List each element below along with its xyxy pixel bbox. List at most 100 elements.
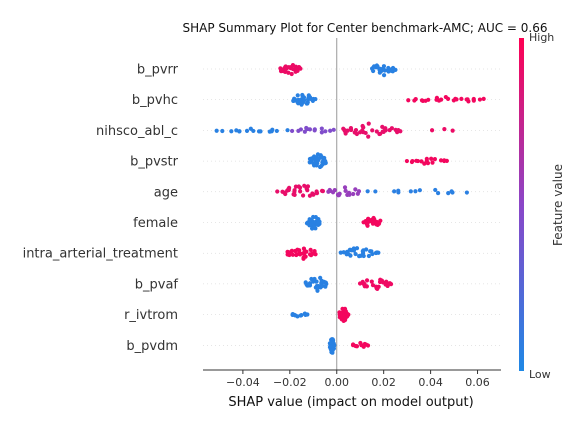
shap-point-age [351,191,356,197]
feature-label-intra_arterial_treatment: intra_arterial_treatment [23,247,178,262]
shap-point-nihsco_abl_c [377,131,382,137]
shap-point-age [435,190,441,196]
shap-point-b_pvrr [382,68,387,73]
shap-point-b_pvhc [413,97,418,102]
x-tick-label: 0.06 [465,376,490,389]
feature-label-b_pvhc: b_pvhc [132,93,178,108]
feature-label-b_pvrr: b_pvrr [137,63,179,78]
shap-point-b_pvrr [393,67,398,73]
shap-point-age [310,191,315,196]
shap-point-b_pvaf [312,276,317,282]
shap-point-nihsco_abl_c [331,127,336,132]
shap-point-nihsco_abl_c [366,134,371,139]
shap-point-nihsco_abl_c [307,127,313,132]
shap-point-b_pvstr [322,159,328,164]
shap-point-intra_arterial_treatment [304,249,309,254]
x-ticks: −0.04 −0.02 0.00 0.02 0.04 0.06 [226,370,490,389]
shap-point-b_pvhc [459,96,464,101]
shap-point-age [300,193,306,198]
shap-point-age [337,191,342,196]
shap-point-nihsco_abl_c [370,128,375,133]
shap-point-b_pvaf [324,281,329,287]
shap-point-b_pvhc [471,98,476,103]
shap-point-intra_arterial_treatment [364,247,369,252]
shap-point-b_pvhc [406,98,411,103]
shap-point-nihsco_abl_c [237,129,242,134]
shap-point-b_pvrr [295,68,300,74]
shap-point-r_ivtrom [305,312,310,317]
shap-point-age [417,188,422,193]
x-axis-label: SHAP value (impact on model output) [228,395,473,410]
feature-label-age: age [154,185,178,200]
shap-point-intra_arterial_treatment [338,250,343,255]
shap-point-nihsco_abl_c [395,130,400,135]
shap-point-nihsco_abl_c [348,125,354,131]
shap-point-age [291,192,296,197]
shap-point-b_pvrr [381,73,387,78]
shap-point-b_pvaf [364,284,369,289]
shap-point-b_pvhc [434,95,440,100]
shap-point-b_pvaf [370,283,376,288]
shap-point-age [408,189,413,194]
shap-point-age [343,188,348,193]
shap-point-b_pvhc [477,97,483,102]
shap-point-b_pvhc [445,96,451,101]
shap-point-b_pvhc [481,96,486,101]
feature-label-b_pvdm: b_pvdm [126,339,178,354]
shap-point-r_ivtrom [298,313,303,318]
shap-point-b_pvhc [454,97,459,102]
shap-point-nihsco_abl_c [353,128,359,133]
shap-point-intra_arterial_treatment [360,249,365,254]
shap-point-age [449,189,454,194]
shap-point-nihsco_abl_c [366,121,371,126]
shap-point-intra_arterial_treatment [351,246,356,251]
shap-point-female [371,215,376,221]
shap-point-nihsco_abl_c [450,128,455,133]
shap-point-nihsco_abl_c [214,128,219,133]
shap-point-age [392,189,397,194]
shap-point-b_pvhc [292,96,297,101]
shap-point-age [373,189,378,194]
shap-point-nihsco_abl_c [341,126,346,131]
shap-point-b_pvhc [419,98,425,103]
shap-point-nihsco_abl_c [285,128,290,133]
colorbar-low-label: Low [529,368,551,381]
shap-point-b_pvdm [365,343,371,348]
data-points [214,63,486,355]
shap-point-b_pvstr [314,163,319,168]
shap-point-nihsco_abl_c [363,130,368,136]
shap-point-nihsco_abl_c [251,128,256,134]
shap-point-intra_arterial_treatment [297,248,302,253]
shap-point-nihsco_abl_c [354,131,359,137]
shap-point-nihsco_abl_c [304,125,309,131]
shap-point-age [275,189,280,194]
x-tick-label: 0.00 [324,376,349,389]
x-tick-label: −0.02 [273,376,307,389]
shap-point-nihsco_abl_c [302,129,307,134]
shap-point-b_pvhc [439,97,444,102]
feature-label-b_pvstr: b_pvstr [130,155,179,170]
shap-point-b_pvstr [404,158,410,164]
shap-point-nihsco_abl_c [270,127,275,132]
shap-point-nihsco_abl_c [398,129,403,134]
shap-point-b_pvdm [354,344,360,349]
shap-point-intra_arterial_treatment [354,246,360,251]
shap-point-age [296,184,301,189]
shap-point-age [464,190,469,195]
shap-point-intra_arterial_treatment [289,248,295,253]
shap-point-age [287,185,292,191]
shap-point-b_pvstr [414,158,419,163]
chart-title: SHAP Summary Plot for Center benchmark-A… [182,21,547,35]
shap-point-nihsco_abl_c [229,129,234,134]
shap-point-b_pvhc [295,93,300,98]
feature-label-r_ivtrom: r_ivtrom [124,308,178,323]
shap-point-b_pvrr [289,71,294,77]
shap-point-r_ivtrom [295,314,300,319]
shap-point-age [347,192,352,197]
shap-point-b_pvstr [425,161,431,166]
shap-point-intra_arterial_treatment [370,251,375,257]
shap-point-intra_arterial_treatment [353,251,358,257]
shap-point-age [304,186,309,191]
